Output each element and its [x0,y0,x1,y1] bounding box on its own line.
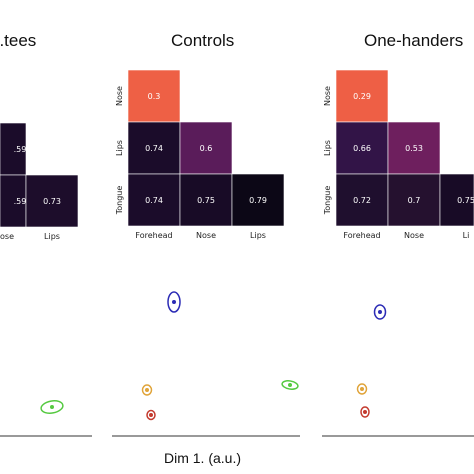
col-tick-label: Lips [44,232,60,241]
tongue-marker-point [50,405,54,409]
col-tick-label: Nose [196,231,216,240]
tongue-marker-ellipse [40,400,64,414]
heatmap-cell [179,173,233,227]
forehead-marker-ellipse [356,383,368,395]
heatmap-cell-label: 0.72 [353,196,371,205]
heatmap-cell-label: .59 [14,145,27,154]
forehead-marker-ellipse [141,384,153,396]
lips-marker-ellipse [146,409,156,421]
heatmap-cell-label: 0.7 [408,196,421,205]
col-tick-label: Forehead [135,231,172,240]
heatmap-cell [335,173,389,227]
heatmap-cell [387,121,441,175]
col-tick-label: Li [463,231,470,240]
row-tick-label: Nose [323,86,332,106]
heatmap-cell [127,69,181,123]
row-tick-label: Nose [115,86,124,106]
row-tick-label: Lips [323,140,332,156]
heatmap-cell-label: 0.53 [405,144,423,153]
heatmap-cell [387,173,441,227]
col-tick-label: Nose [404,231,424,240]
tongue-marker-ellipse [281,380,299,390]
panel-title-one-handers: One-handers [364,31,464,50]
x-axis-label: Dim 1. (a.u.) [164,450,242,466]
heatmap-cell-label: 0.73 [43,197,61,206]
heatmap-cell-label: 0.74 [145,144,163,153]
heatmap-cell-label: 0.75 [197,196,215,205]
heatmap-cell [335,69,389,123]
panel-title-amputees: ...tees [0,31,37,50]
col-tick-label: Forehead [343,231,380,240]
nose-marker-ellipse [167,291,181,313]
nose-marker-point [172,300,176,304]
heatmap-cell [25,174,79,228]
heatmap-cell [335,121,389,175]
nose-marker-ellipse [373,304,387,320]
heatmap-cell [127,173,181,227]
heatmap-cell-label: 0.79 [249,196,267,205]
row-tick-label: Lips [115,140,124,156]
row-tick-label: Tongue [323,186,332,216]
heatmap-cell-label: 0.74 [145,196,163,205]
lips-marker-point [149,413,153,417]
row-tick-label: Tongue [115,186,124,216]
nose-marker-point [378,310,382,314]
heatmap-cell-label: 0.29 [353,92,371,101]
lips-marker-ellipse [360,406,370,418]
heatmap-cell [439,173,474,227]
panel-title-controls: Controls [171,31,235,50]
col-tick-label: ose [0,232,14,241]
heatmap-cell-label: 0.6 [200,144,213,153]
lips-marker-point [363,410,367,414]
heatmap-cell-label: 0.3 [148,92,161,101]
forehead-marker-point [145,388,149,392]
col-tick-label: Lips [250,231,266,240]
heatmap-cell [0,122,27,176]
forehead-marker-point [360,387,364,391]
heatmap-cell-label: .59 [14,197,27,206]
heatmap-cell [231,173,285,227]
tongue-marker-point [288,383,292,387]
heatmap-cell-label: 0.66 [353,144,371,153]
heatmap-cell [127,121,181,175]
heatmap-cell-label: 0.75 [457,196,474,205]
heatmap-cell [0,174,27,228]
